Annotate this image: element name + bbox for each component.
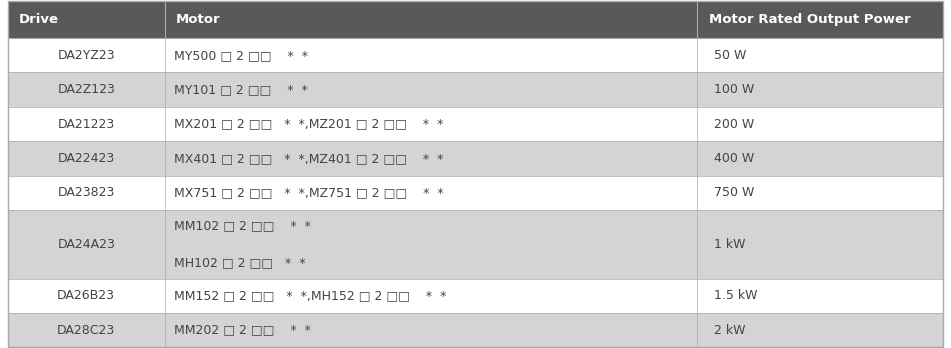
Text: Motor: Motor [176,13,221,26]
Text: 400 W: 400 W [714,152,755,165]
Text: MY101 □ 2 □□    *  *: MY101 □ 2 □□ * * [174,83,308,96]
Text: Motor Rated Output Power: Motor Rated Output Power [708,13,910,26]
Text: MM102 □ 2 □□    *  *: MM102 □ 2 □□ * * [174,219,311,232]
Bar [8,72,943,107]
Text: MX201 □ 2 □□   *  *,MZ201 □ 2 □□    *  *: MX201 □ 2 □□ * *,MZ201 □ 2 □□ * * [174,118,444,130]
Bar [8,210,943,279]
Bar [8,1,943,38]
Text: 1 kW: 1 kW [714,238,746,251]
Bar [8,279,943,313]
Text: 2 kW: 2 kW [714,324,746,337]
Text: 750 W: 750 W [714,186,755,199]
Text: 100 W: 100 W [714,83,755,96]
Text: 1.5 kW: 1.5 kW [714,289,758,302]
Text: DA28C23: DA28C23 [57,324,115,337]
Text: MH102 □ 2 □□   *  *: MH102 □ 2 □□ * * [174,256,306,269]
Bar [8,107,943,141]
Text: MM202 □ 2 □□    *  *: MM202 □ 2 □□ * * [174,324,311,337]
Text: Drive: Drive [19,13,59,26]
Text: DA24A23: DA24A23 [57,238,115,251]
Text: DA2YZ23: DA2YZ23 [57,49,115,62]
Bar [8,38,943,72]
Text: MM152 □ 2 □□   *  *,MH152 □ 2 □□    *  *: MM152 □ 2 □□ * *,MH152 □ 2 □□ * * [174,289,447,302]
Text: MY500 □ 2 □□    *  *: MY500 □ 2 □□ * * [174,49,308,62]
Bar [8,313,943,347]
Text: MX751 □ 2 □□   *  *,MZ751 □ 2 □□    *  *: MX751 □ 2 □□ * *,MZ751 □ 2 □□ * * [174,186,444,199]
Text: DA23823: DA23823 [57,186,115,199]
Bar [8,141,943,175]
Text: DA26B23: DA26B23 [57,289,115,302]
Text: 200 W: 200 W [714,118,755,130]
Text: DA22423: DA22423 [58,152,115,165]
Text: MX401 □ 2 □□   *  *,MZ401 □ 2 □□    *  *: MX401 □ 2 □□ * *,MZ401 □ 2 □□ * * [174,152,444,165]
Text: DA21223: DA21223 [58,118,115,130]
Text: DA2Z123: DA2Z123 [57,83,115,96]
Text: 50 W: 50 W [714,49,747,62]
Bar [8,175,943,210]
